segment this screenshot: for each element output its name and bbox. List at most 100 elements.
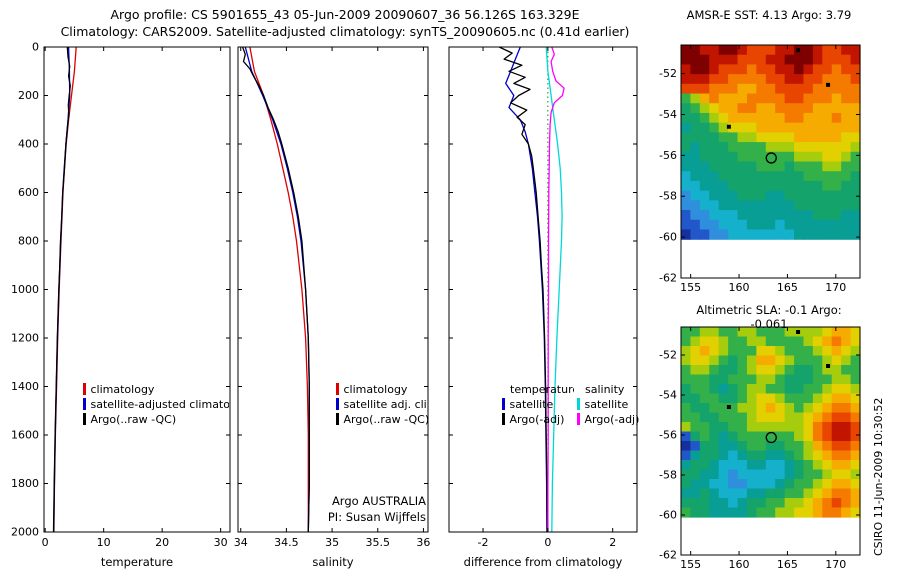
map-cell [812,93,823,104]
salinity-profile-satellite-adjusted-line [244,46,310,533]
map-cell [709,479,720,490]
legend-label: climatology [90,383,155,396]
map-cell [681,336,692,347]
map-cell [850,488,861,499]
map-cell [728,229,739,240]
x-tick-label: 155 [680,281,701,294]
map-cell [803,422,814,433]
map-cell [728,422,739,433]
map-cell [699,45,710,56]
map-cell [794,355,805,366]
map-cell [775,327,786,338]
map-cell [784,431,795,442]
map-cell [709,93,720,104]
y-tick-label: -58 [659,469,677,482]
map-cell [850,190,861,201]
map-cell [765,327,776,338]
y-tick-label: 200 [18,89,39,102]
legend-item: satellite [577,397,641,412]
map-cell [699,229,710,240]
map-cell [831,355,842,366]
map-cell [803,151,814,163]
map-cell [737,507,748,518]
map-cell [831,219,842,231]
map-cell [737,355,748,366]
map-cell [737,142,748,153]
map-cell [841,74,852,85]
map-cell [765,393,776,404]
map-cell [718,200,729,211]
map-cell [803,142,814,153]
map-cell [737,190,748,201]
map-cell [756,460,767,471]
map-cell [728,171,739,182]
map-cell [690,219,701,231]
map-cell [841,54,852,66]
map-cell [681,498,692,509]
map-cell [756,151,767,163]
map-cell [718,498,729,509]
map-cell [765,200,776,211]
map-cell [737,132,748,143]
map-cell [850,441,861,452]
map-cell [803,384,814,395]
y-tick-label: 1200 [11,332,39,345]
map-cell [709,412,720,423]
map-cell [681,507,692,518]
map-cell [841,469,852,480]
map-cell [803,180,814,192]
map-cell [690,355,701,366]
map-cell [850,180,861,192]
map-cell [681,374,692,385]
x-tick-label: 160 [729,281,750,294]
map-cell [699,403,710,414]
map-cell [699,180,710,192]
difference-legend-temperature: temperature satellite Argo(-adj) [502,382,574,427]
map-cell [728,488,739,499]
map-cell [746,460,757,471]
map-cell [822,122,833,133]
y-tick-label: -56 [659,149,677,162]
sst-map-panel: 155 160 165 170 -52 -54 -56 -58 -60 -62 [659,44,861,294]
map-cell [850,122,861,133]
map-cell [765,422,776,433]
map-cell [699,200,710,211]
map-cell [775,355,786,366]
map-cell [812,412,823,423]
map-cell [831,460,842,471]
axes-box [43,46,231,533]
map-cell [690,441,701,452]
map-cell [690,422,701,433]
map-cell [718,122,729,133]
map-cell [850,64,861,75]
map-cell [756,374,767,385]
island-mark [826,364,831,368]
map-cell [728,393,739,404]
map-cell [699,469,710,480]
map-cell [794,479,805,490]
map-cell [765,403,776,414]
map-cell [775,142,786,153]
map-cell [737,219,748,231]
map-cell [718,469,729,480]
map-cell [812,365,823,376]
map-cell [690,229,701,240]
map-cell [709,393,720,404]
map-cell [765,151,776,163]
map-cell [784,327,795,338]
map-cell [822,384,833,395]
map-cell [831,384,842,395]
map-cell [709,171,720,182]
map-cell [718,171,729,182]
map-cell [812,122,823,133]
legend-swatch-satellite-adjusted [83,398,86,410]
map-cell [681,431,692,442]
map-cell [746,190,757,201]
map-cell [831,479,842,490]
argo-position-marker [765,431,777,444]
map-cell [794,403,805,414]
map-cell [699,346,710,357]
map-cell [765,180,776,192]
legend-label: satellite-adjusted climatology [90,398,230,411]
map-cell [831,180,842,192]
